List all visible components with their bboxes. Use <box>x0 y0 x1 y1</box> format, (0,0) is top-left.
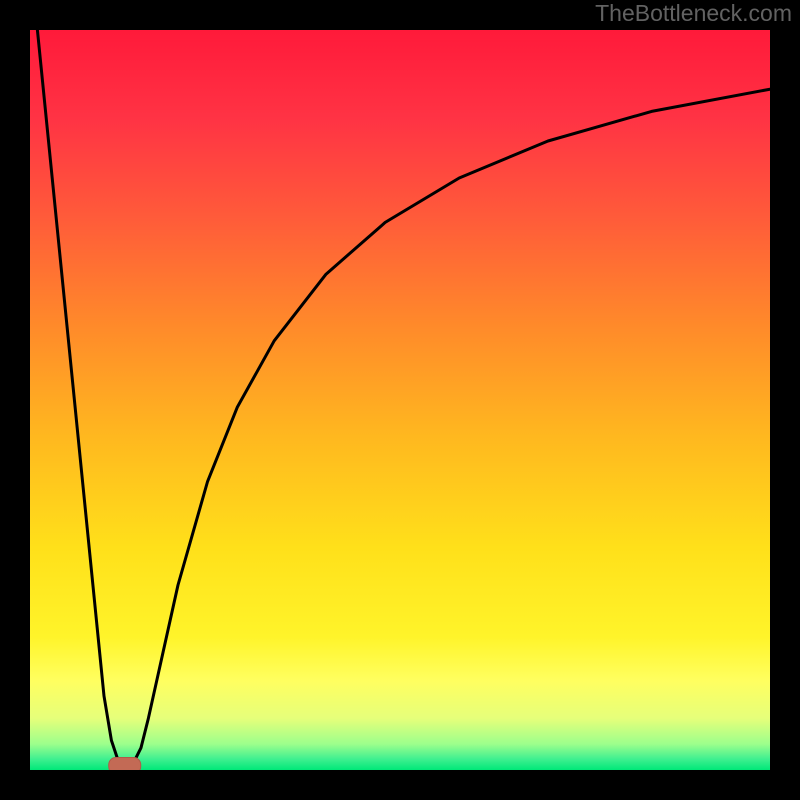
bottleneck-chart-svg <box>0 0 800 800</box>
chart-stage: TheBottleneck.com <box>0 0 800 800</box>
gradient-background <box>30 30 770 770</box>
